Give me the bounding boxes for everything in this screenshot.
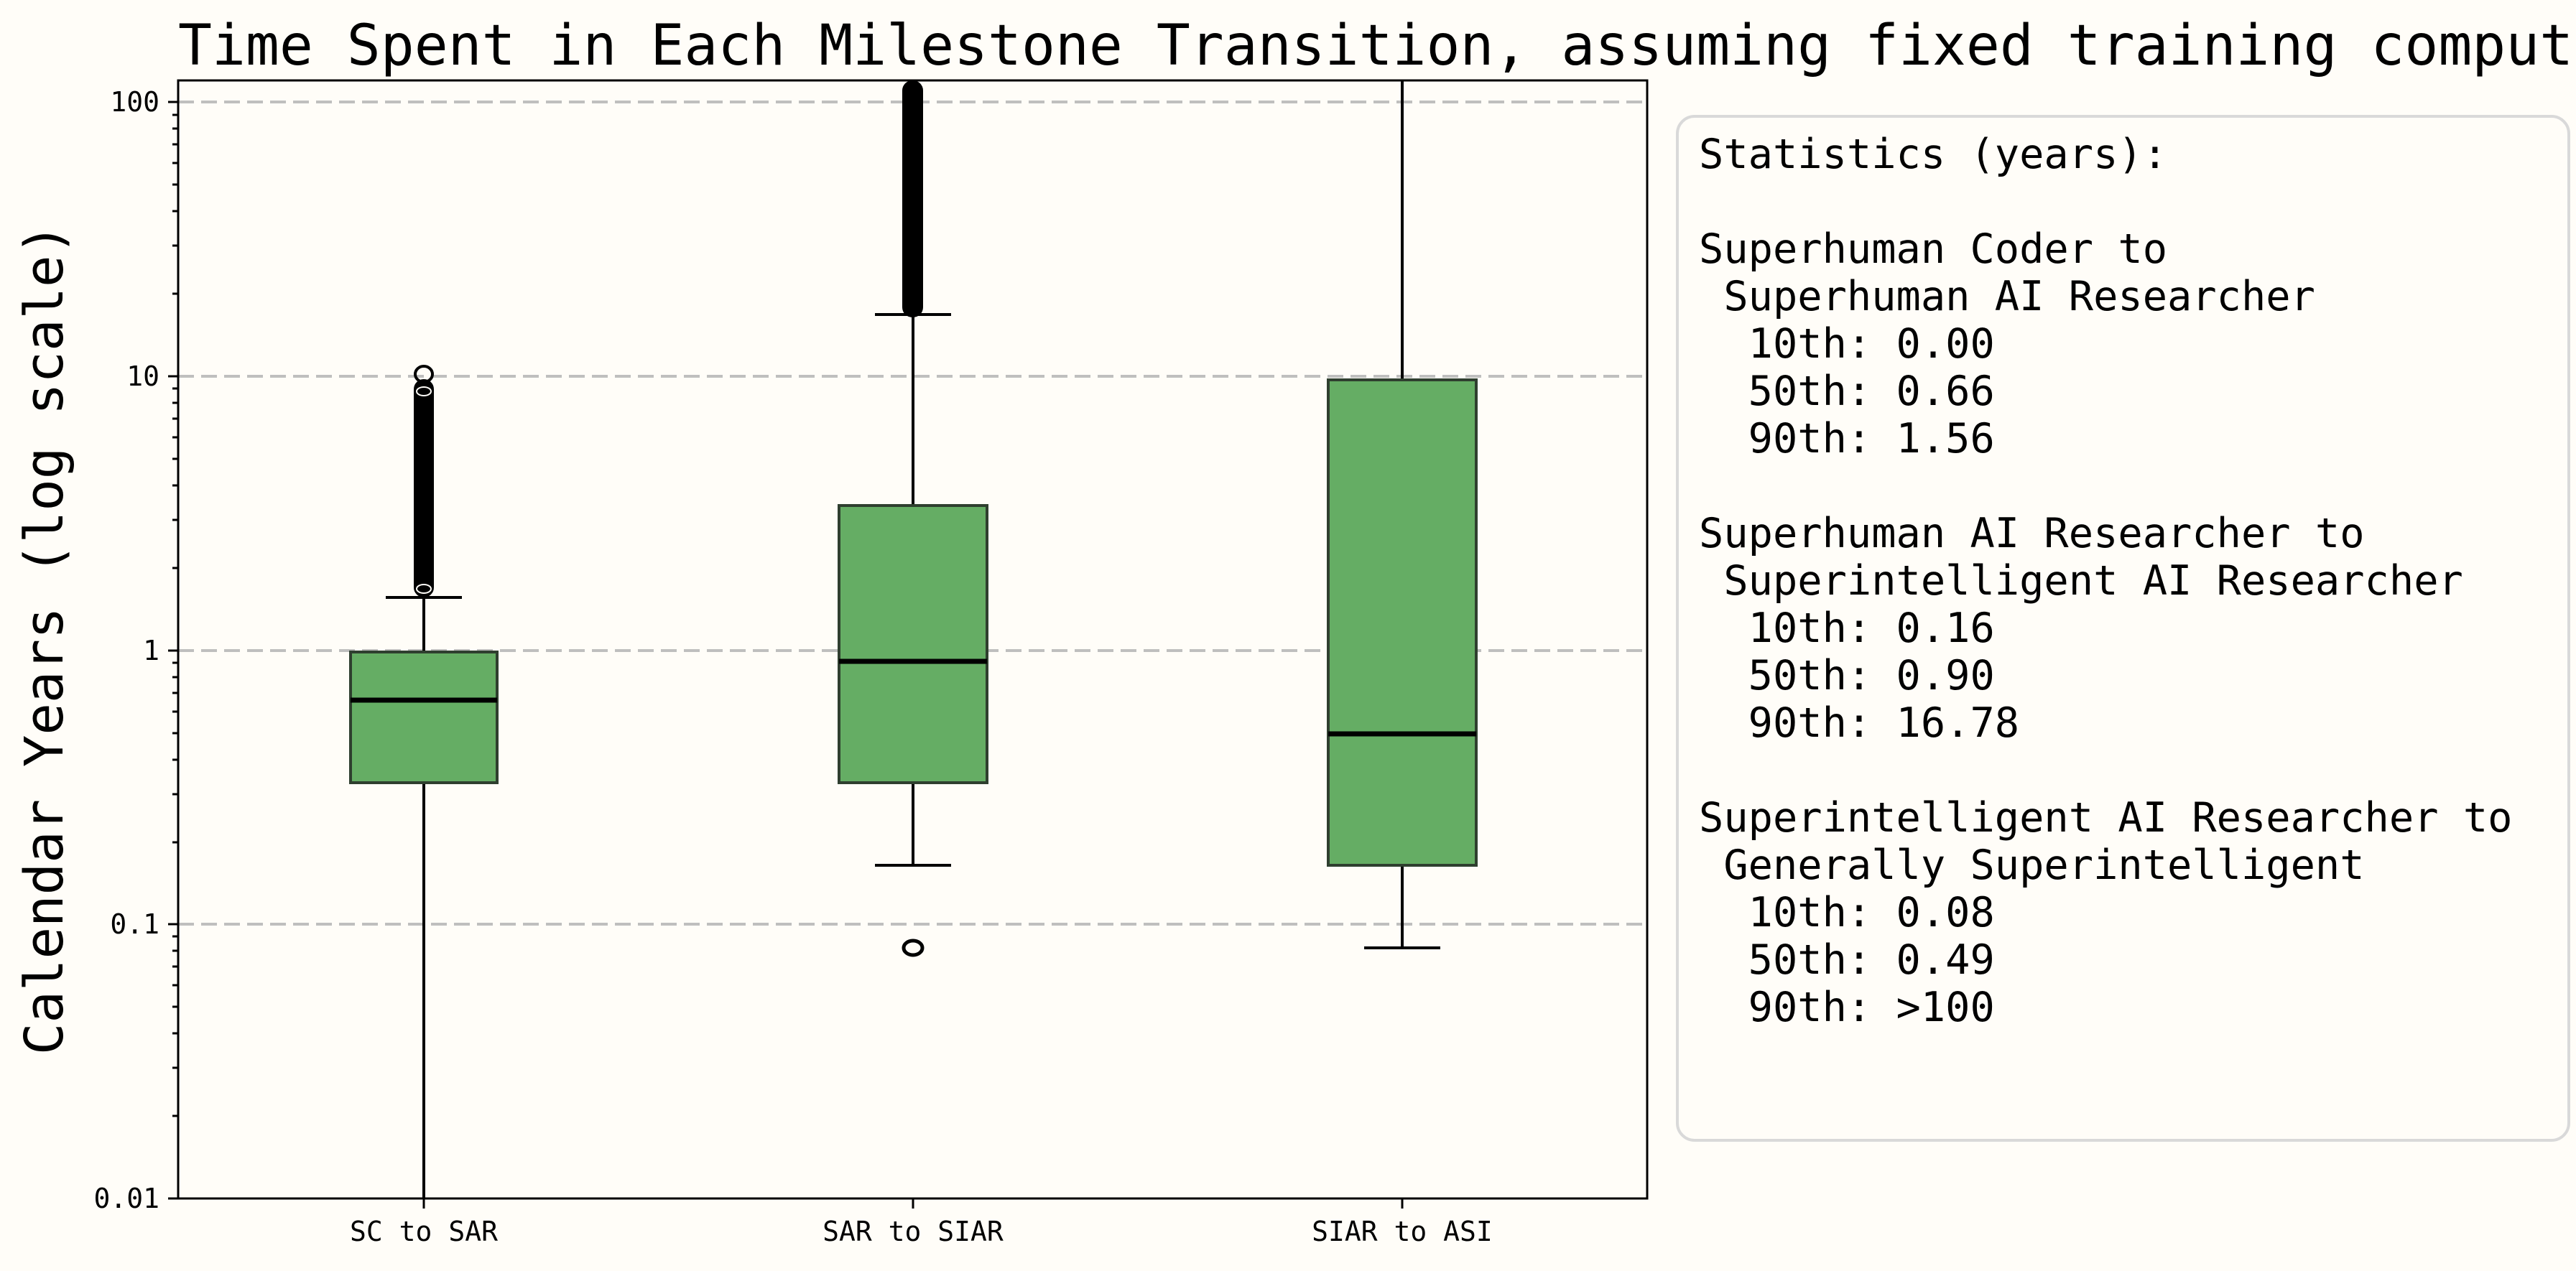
stats-group-3-p10: 10th: 0.08 (1699, 889, 1995, 936)
xtick-label: SIAR to ASI (1312, 1216, 1493, 1247)
low-outlier (902, 939, 925, 957)
stats-heading: Statistics (years): (1699, 131, 2168, 178)
stats-group-1-subtitle: Superhuman AI Researcher (1699, 273, 2315, 320)
statistics-panel: Statistics (years): Superhuman Coder to … (1676, 115, 2570, 1142)
stats-group-1-p10: 10th: 0.00 (1699, 320, 1995, 368)
stats-group-1-title: Superhuman Coder to (1699, 225, 2168, 273)
ytick-label: 100 (110, 86, 159, 118)
ytick-label: 0.1 (110, 908, 159, 940)
stats-group-1-p50: 50th: 0.66 (1699, 368, 1995, 415)
ytick-label: 0.01 (93, 1183, 159, 1214)
xtick-label: SAR to SIAR (823, 1216, 1004, 1247)
box-sc-to-sar (349, 365, 499, 1198)
stats-group-2-p90: 90th: 16.78 (1699, 699, 2020, 747)
stats-group-3-title: Superintelligent AI Researcher to (1699, 794, 2513, 842)
ytick-label: 1 (143, 635, 159, 666)
stats-group-3-p90: 90th: >100 (1699, 984, 1995, 1031)
stats-group-3-subtitle: Generally Superintelligent (1699, 842, 2365, 889)
outliers (902, 80, 923, 317)
box-siar-to-asi (1327, 80, 1478, 949)
outliers (414, 365, 434, 597)
stats-group-2-title: Superhuman AI Researcher to (1699, 510, 2365, 557)
xtick-label: SC to SAR (350, 1216, 498, 1247)
stats-group-1-p90: 90th: 1.56 (1699, 415, 1995, 462)
stats-group-3-p50: 50th: 0.49 (1699, 936, 1995, 984)
statistics-text: Statistics (years): Superhuman Coder to … (1699, 131, 2512, 1031)
y-ticks (168, 101, 178, 1200)
ytick-label: 10 (126, 360, 159, 392)
box-sar-to-siar (838, 80, 988, 957)
stats-group-2-subtitle: Superintelligent AI Researcher (1699, 557, 2463, 605)
stats-group-2-p50: 50th: 0.90 (1699, 652, 1995, 699)
x-ticks (422, 1198, 1404, 1209)
stats-group-2-p10: 10th: 0.16 (1699, 605, 1995, 652)
chart-title: Time Spent in Each Milestone Transition,… (178, 14, 2576, 78)
